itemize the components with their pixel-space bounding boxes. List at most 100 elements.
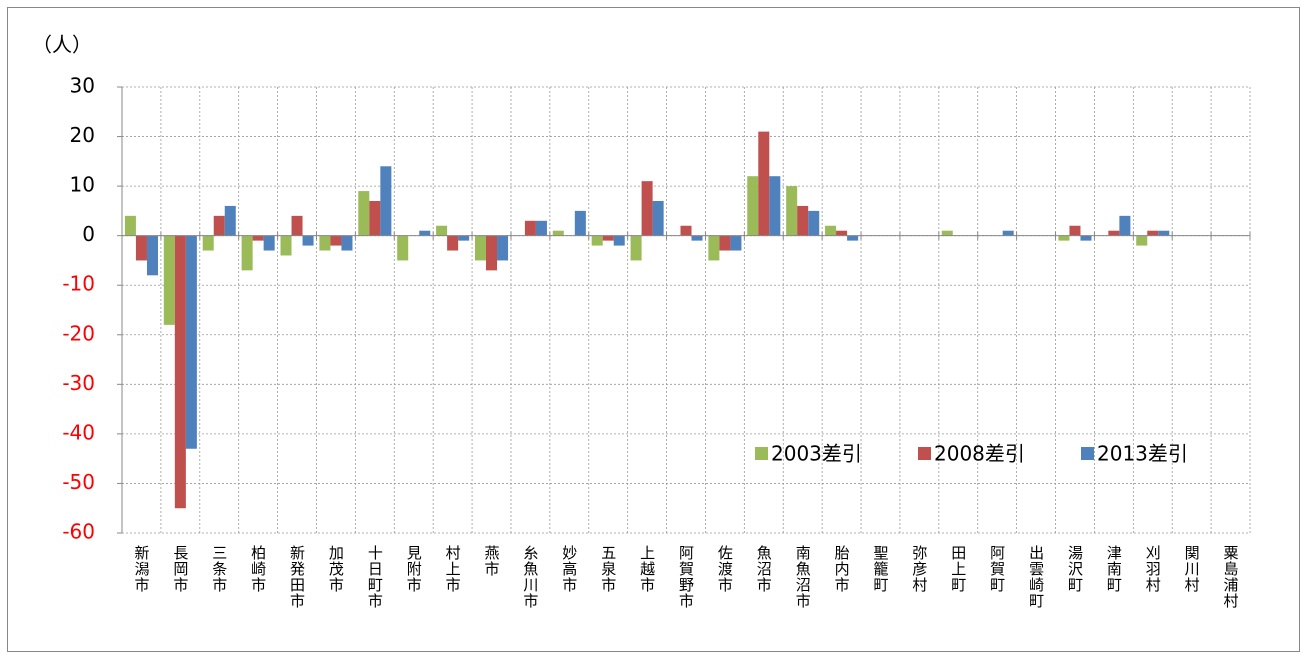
bar: [146, 235, 158, 276]
x-tick-label: 津南町: [1105, 545, 1123, 593]
bar: [836, 230, 848, 236]
x-tick-label: 糸魚川市: [521, 545, 539, 609]
y-tick-label: -10: [62, 272, 95, 296]
x-tick-label: 上越市: [638, 545, 656, 593]
bar: [652, 200, 664, 236]
bar: [224, 205, 236, 236]
bar: [758, 131, 770, 236]
bar: [330, 235, 342, 246]
bar: [797, 205, 809, 236]
bar: [291, 215, 303, 236]
y-tick-label: 30: [70, 74, 95, 98]
bar: [730, 235, 742, 251]
bar: [358, 191, 370, 236]
bar: [280, 235, 292, 256]
bar: [458, 235, 470, 241]
bar: [1108, 230, 1120, 236]
legend-swatch: [755, 447, 768, 460]
bar: [708, 235, 720, 261]
x-tick-label: 三条市: [210, 545, 228, 593]
x-tick-label: 十日町市: [366, 545, 384, 609]
x-tick-label: 湯沢町: [1066, 545, 1084, 593]
bar: [263, 235, 275, 251]
bar: [786, 186, 798, 236]
legend-label: 2008差引: [934, 442, 1025, 466]
bar: [1080, 235, 1092, 241]
bar: [602, 235, 614, 241]
legend-swatch: [1081, 447, 1094, 460]
bar: [825, 225, 837, 236]
bar: [380, 166, 392, 236]
y-tick-label: 10: [70, 173, 95, 197]
x-tick-label: 燕市: [483, 545, 501, 577]
bar: [941, 230, 953, 236]
bar: [552, 230, 564, 236]
bar: [213, 215, 225, 236]
bar: [369, 200, 381, 236]
x-tick-label: 五泉市: [599, 545, 617, 593]
y-tick-label: -20: [62, 321, 95, 345]
unit-label: （人）: [32, 33, 92, 57]
x-tick-label: 佐渡市: [716, 545, 734, 593]
bar: [524, 220, 536, 236]
bar: [185, 235, 197, 449]
x-tick-label: 柏崎市: [249, 545, 267, 593]
legend-label: 2003差引: [771, 442, 862, 466]
x-tick-label: 聖籠町: [871, 545, 889, 593]
x-tick-label: 見附市: [405, 545, 423, 593]
bar: [747, 176, 759, 236]
y-tick-label: -30: [62, 371, 95, 395]
legend-label: 2013差引: [1097, 442, 1188, 466]
bar: [447, 235, 459, 251]
bar: [241, 235, 253, 271]
bar: [591, 235, 603, 246]
bar: [1147, 230, 1159, 236]
bar: [341, 235, 353, 251]
y-tick-label: 0: [82, 222, 95, 246]
x-tick-label: 阿賀町: [988, 545, 1006, 593]
x-tick-label: 新発田市: [288, 545, 306, 609]
bar: [680, 225, 692, 236]
bar: [252, 235, 264, 241]
bar: [497, 235, 509, 261]
x-tick-label: 妙高市: [560, 545, 578, 593]
bar: [769, 176, 781, 236]
bar: [719, 235, 731, 251]
x-tick-label: 新潟市: [132, 545, 150, 593]
y-tick-label: 20: [70, 123, 95, 147]
bar: [486, 235, 498, 271]
x-tick-label: 粟島浦村: [1222, 545, 1240, 609]
bar: [419, 230, 431, 236]
bar: [436, 225, 448, 236]
x-tick-label: 長岡市: [171, 545, 189, 593]
bar: [202, 235, 214, 251]
legend-swatch: [918, 447, 931, 460]
bar: [1158, 230, 1170, 236]
bar: [302, 235, 314, 246]
bar: [574, 210, 586, 236]
bar: [1002, 230, 1014, 236]
bar: [1058, 235, 1070, 241]
bar: [124, 215, 136, 236]
x-tick-label: 田上町: [949, 545, 967, 593]
y-tick-label: -50: [62, 470, 95, 494]
chart-border: [7, 7, 1300, 652]
x-tick-label: 弥彦村: [910, 544, 928, 593]
bar: [135, 235, 147, 261]
y-tick-label: -40: [62, 420, 95, 444]
bar: [163, 235, 175, 325]
bar: [808, 210, 820, 236]
bar: [1136, 235, 1148, 246]
x-tick-label: 南魚沼市: [794, 545, 812, 609]
bar: [613, 235, 625, 246]
x-tick-label: 刈羽村: [1144, 545, 1162, 593]
bar: [847, 235, 859, 241]
x-tick-label: 胎内市: [833, 545, 851, 593]
y-tick-label: -60: [62, 520, 95, 544]
x-tick-label: 魚沼市: [755, 545, 773, 593]
bar: [630, 235, 642, 261]
bar: [397, 235, 409, 261]
bar: [174, 235, 186, 509]
bar: [641, 181, 653, 236]
